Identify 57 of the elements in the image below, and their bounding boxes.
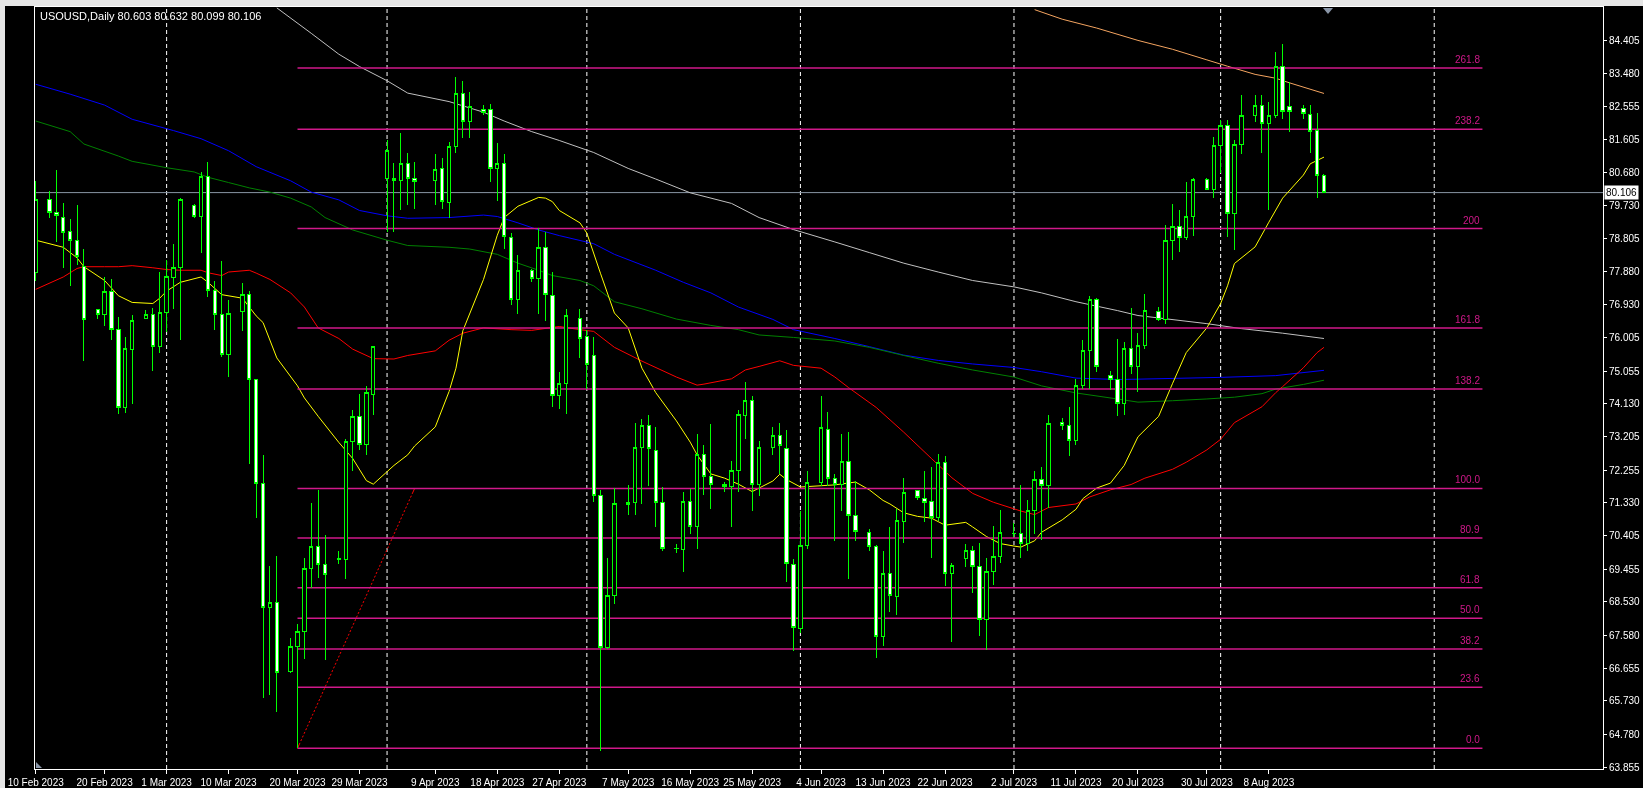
x-tick-label: 29 Mar 2023 — [331, 777, 389, 788]
y-tick-label: 76.005 — [1609, 332, 1641, 344]
series-label: 100.0 — [1455, 474, 1481, 485]
series-label: 161.8 — [1455, 314, 1481, 325]
y-tick-label: 81.605 — [1609, 134, 1641, 146]
series-label: 61.8 — [1460, 574, 1480, 585]
y-tick-label: 79.730 — [1609, 200, 1641, 212]
x-tick-label: 7 May 2023 — [602, 777, 655, 788]
y-tick-label: 77.880 — [1609, 265, 1641, 277]
x-tick-label: 13 Jun 2023 — [855, 777, 912, 788]
series-label: 0.0 — [1466, 734, 1481, 745]
y-tick-label: 69.455 — [1609, 563, 1641, 575]
series-label: 200 — [1463, 215, 1481, 226]
y-tick-label: 83.480 — [1609, 67, 1641, 79]
series-label: 38.2 — [1460, 635, 1480, 646]
x-tick-label: 30 Jul 2023 — [1181, 777, 1234, 788]
series-label: 50.0 — [1460, 604, 1480, 615]
y-tick-label: 64.780 — [1609, 729, 1641, 741]
y-tick-label: 73.205 — [1609, 431, 1641, 443]
x-tick-label: 4 Jun 2023 — [796, 777, 847, 788]
x-tick-label: 9 Apr 2023 — [411, 777, 460, 788]
chart-title: USOUSD,Daily 80.603 80.632 80.099 80.106 — [40, 9, 262, 22]
y-tick-label: 72.255 — [1609, 464, 1641, 476]
y-tick-label: 68.530 — [1609, 596, 1641, 608]
x-tick-label: 16 May 2023 — [661, 777, 720, 788]
x-tick-label: 20 Feb 2023 — [76, 777, 134, 788]
series-label: 80.9 — [1460, 524, 1480, 535]
y-tick-label: 80.680 — [1609, 166, 1641, 178]
y-tick-label: 78.805 — [1609, 233, 1641, 245]
y-tick-label: 76.930 — [1609, 299, 1641, 311]
y-tick-label: 84.405 — [1609, 35, 1641, 47]
x-tick-label: 25 May 2023 — [723, 777, 782, 788]
y-tick-label: 74.130 — [1609, 398, 1641, 410]
x-tick-label: 2 Jul 2023 — [990, 777, 1038, 788]
x-tick-label: 11 Jul 2023 — [1050, 777, 1102, 788]
x-tick-label: 27 Apr 2023 — [532, 777, 587, 788]
series-label: 238.2 — [1455, 115, 1481, 126]
y-tick-label: 75.055 — [1609, 365, 1641, 377]
y-tick-label: 71.330 — [1609, 497, 1641, 509]
y-tick-label: 66.655 — [1609, 662, 1641, 674]
x-tick-label: 8 Aug 2023 — [1243, 777, 1295, 788]
series-label: 261.8 — [1455, 54, 1481, 65]
x-tick-label: 20 Mar 2023 — [269, 777, 327, 788]
x-tick-label: 10 Feb 2023 — [7, 777, 65, 788]
y-tick-label: 65.730 — [1609, 695, 1641, 707]
x-tick-label: 22 Jun 2023 — [917, 777, 974, 788]
x-tick-label: 20 Jul 2023 — [1112, 777, 1165, 788]
x-tick-label: 1 Mar 2023 — [141, 777, 193, 788]
series-label: 23.6 — [1460, 673, 1480, 684]
y-tick-label: 63.855 — [1609, 761, 1641, 773]
ref-line-label: 80.106 — [1606, 187, 1638, 198]
x-tick-label: 10 Mar 2023 — [200, 777, 258, 788]
series-label: 138.2 — [1455, 375, 1481, 386]
x-tick-label: 18 Apr 2023 — [470, 777, 525, 788]
y-tick-label: 70.405 — [1609, 530, 1641, 542]
y-tick-label: 67.580 — [1609, 630, 1641, 642]
y-tick-label: 82.555 — [1609, 100, 1641, 112]
